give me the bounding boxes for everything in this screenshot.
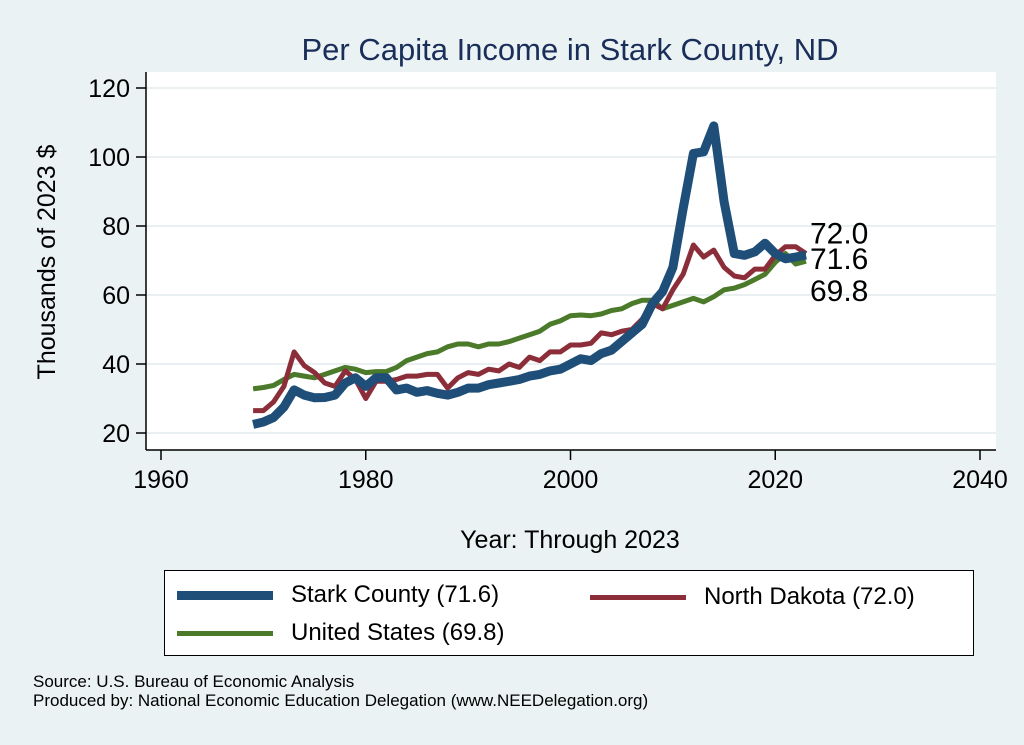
series-line-united-states [252,251,807,392]
legend-item-stark-county: Stark County (71.6) [177,581,499,609]
source-note: Source: U.S. Bureau of Economic Analysis… [33,672,648,710]
x-tick-label: 1980 [338,466,394,494]
series-line-stark-county [252,121,807,429]
x-tick-label: 2000 [543,466,599,494]
legend: Stark County (71.6) North Dakota (72.0) … [164,570,974,656]
y-tick-label: 60 [102,282,130,310]
x-tick-label: 2020 [747,466,803,494]
legend-item-united-states: United States (69.8) [177,619,504,647]
series-line-north-dakota [253,242,808,414]
y-tick-label: 20 [102,420,130,448]
x-tick-label: 1960 [133,466,189,494]
series-lines [252,121,808,429]
source-line: Source: U.S. Bureau of Economic Analysis [33,672,355,691]
y-axis-label: Thousands of 2023 $ [33,144,61,379]
gridlines [146,87,996,434]
legend-label-north-dakota: North Dakota (72.0) [704,583,915,610]
chart-title: Per Capita Income in Stark County, ND [302,32,839,67]
chart: Per Capita Income in Stark County, ND 20… [33,32,1008,554]
end-label: 72.0 [810,218,868,251]
legend-swatch-north-dakota [590,594,686,600]
end-labels: 72.071.669.8 [810,218,868,309]
legend-swatch-united-states [177,630,273,636]
x-tick-label: 2040 [952,466,1008,494]
legend-item-north-dakota: North Dakota (72.0) [590,583,915,611]
plot-area [146,72,996,450]
y-tick-label: 80 [102,213,130,241]
legend-label-stark-county: Stark County (71.6) [291,581,500,608]
produced-by-line: Produced by: National Economic Education… [33,691,649,710]
y-tick-label: 120 [88,75,130,103]
end-label: 69.8 [810,275,868,308]
x-axis-label: Year: Through 2023 [460,526,680,554]
end-label: 71.6 [810,243,868,276]
y-tick-label: 40 [102,351,130,379]
legend-label-united-states: United States (69.8) [291,619,505,646]
y-tick-label: 100 [88,144,130,172]
legend-swatch-stark-county [177,590,273,600]
